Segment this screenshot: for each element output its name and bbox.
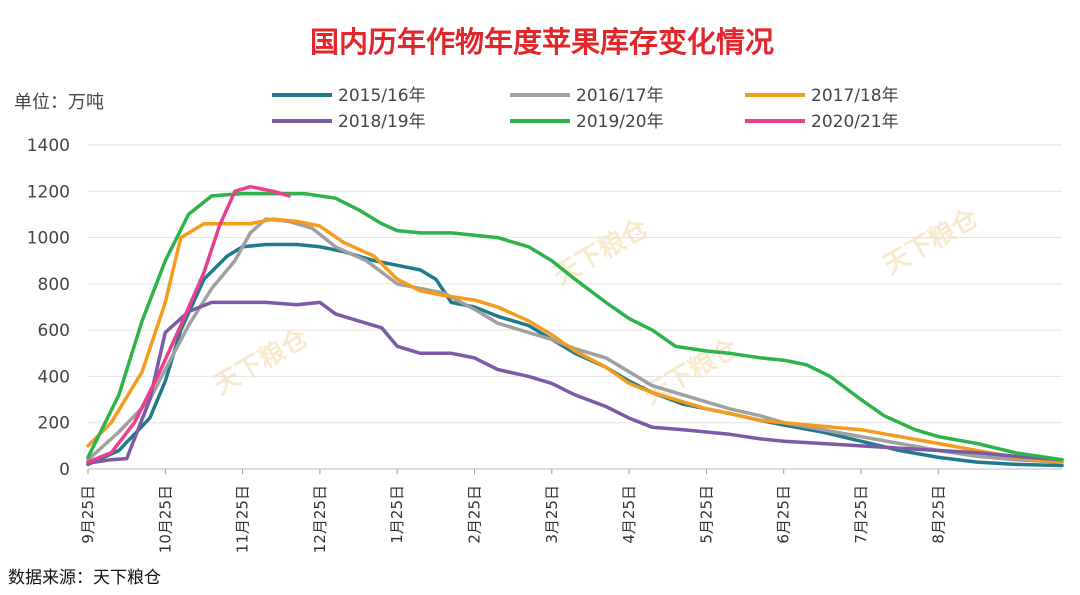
series-line-3 [86, 217, 1064, 464]
y-tick-label: 200 [38, 414, 70, 434]
y-tick-label: 600 [38, 321, 70, 341]
x-tick-label: 4月25日 [620, 485, 638, 544]
x-tick-label: 11月25日 [234, 485, 252, 553]
chart-title: 国内历年作物年度苹果库存变化情况 [310, 25, 774, 59]
y-axis: 0 200 400 600 800 1000 1200 1400 [27, 136, 70, 480]
series-line-1 [86, 242, 1064, 468]
legend-label: 2020/21年 [811, 112, 899, 132]
x-tick-label: 3月25日 [543, 485, 561, 544]
x-tick-label: 12月25日 [311, 485, 329, 553]
x-tick-label: 6月25日 [775, 485, 793, 544]
series-line-6 [86, 184, 291, 464]
watermark-text: 天下粮仓 [638, 332, 744, 411]
source-note: 数据来源：天下粮仓 [8, 568, 161, 588]
x-tick-label: 1月25日 [388, 485, 406, 544]
legend-label: 2017/18年 [811, 86, 899, 106]
x-tick-label: 9月25日 [79, 485, 97, 544]
series-lines [86, 184, 1064, 468]
x-tick-label: 7月25日 [852, 485, 870, 544]
legend-label: 2016/17年 [576, 86, 664, 106]
series-line-4 [86, 300, 1064, 465]
y-tick-label: 0 [59, 460, 70, 480]
watermark-text: 天下粮仓 [878, 202, 984, 281]
y-tick-label: 400 [38, 367, 70, 387]
x-tick-label: 5月25日 [697, 485, 715, 544]
legend-label: 2015/16年 [338, 86, 426, 106]
watermark-text: 天下粮仓 [208, 322, 314, 401]
unit-label: 单位：万吨 [14, 92, 104, 113]
x-tick-label: 10月25日 [156, 485, 174, 553]
x-tick-label: 2月25日 [466, 485, 484, 544]
legend-label: 2019/20年 [576, 112, 664, 132]
series-line-2 [86, 217, 1064, 464]
series-line-5 [86, 191, 1064, 462]
y-tick-label: 1000 [27, 229, 70, 249]
legend-label: 2018/19年 [338, 112, 426, 132]
y-tick-label: 1400 [27, 136, 70, 156]
watermark-text: 天下粮仓 [548, 212, 654, 291]
y-tick-label: 1200 [27, 182, 70, 202]
x-axis: 9月25日 10月25日 11月25日 12月25日 1月25日 2月25日 3月25日 4月… [79, 469, 947, 553]
x-tick-label: 8月25日 [929, 485, 947, 544]
legend: 2015/16年 2016/17年 2017/18年 2018/19年 2019/20年… [272, 86, 899, 132]
y-tick-label: 800 [38, 275, 70, 295]
